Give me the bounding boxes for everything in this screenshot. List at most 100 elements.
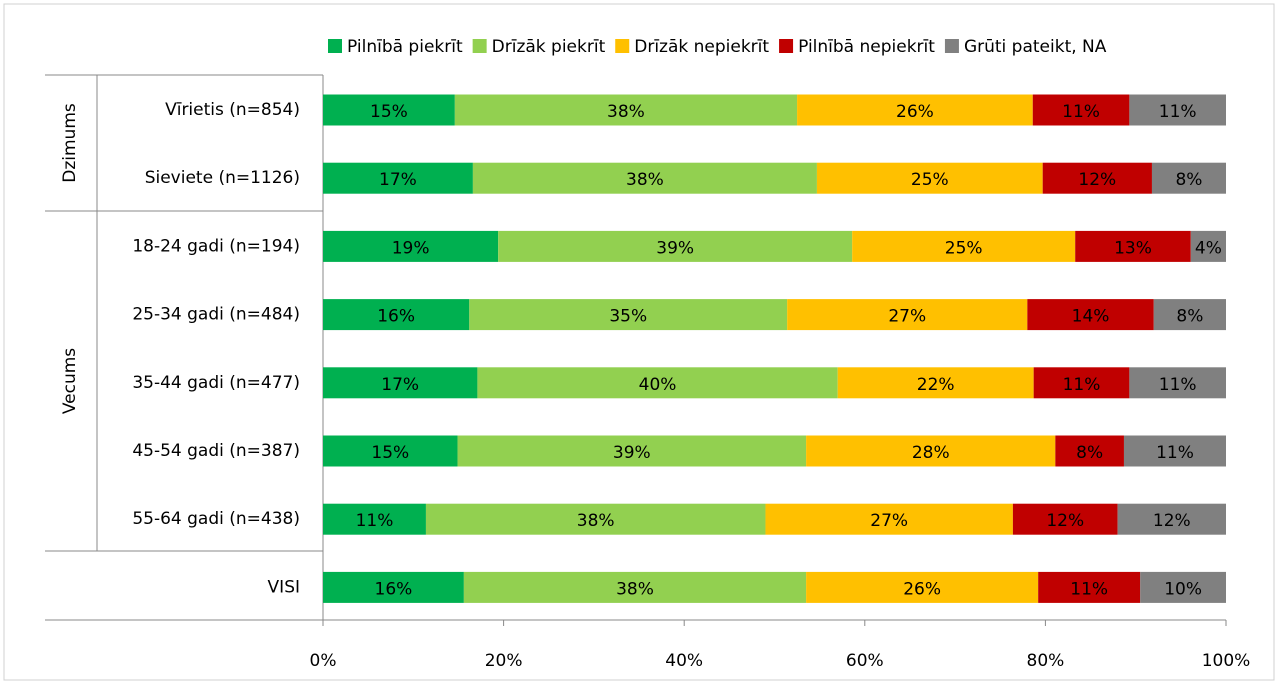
value-label: 39%	[613, 443, 651, 463]
value-label: 8%	[1076, 443, 1103, 463]
bar-segment	[1117, 503, 1226, 535]
bar-segment	[806, 571, 1039, 603]
bar-segment	[323, 503, 426, 535]
value-label: 13%	[1114, 238, 1152, 258]
x-tick-label: 100%	[1202, 651, 1251, 671]
value-label: 38%	[616, 579, 654, 599]
bar-segment	[1190, 230, 1226, 262]
legend-label: Grūti pateikt, NA	[964, 37, 1107, 57]
category-label: Vīrietis (n=854)	[165, 100, 300, 120]
legend-label: Pilnībā nepiekrīt	[798, 37, 935, 57]
bar-segment	[852, 230, 1076, 262]
value-label: 11%	[1159, 102, 1197, 122]
bar-segment	[1129, 367, 1226, 399]
legend-label: Drīzāk piekrīt	[492, 37, 606, 57]
bar-segment	[797, 94, 1033, 126]
value-label: 11%	[1063, 375, 1101, 395]
value-label: 16%	[375, 579, 413, 599]
bar-segment	[477, 367, 838, 399]
bar-segment	[1042, 162, 1152, 194]
legend-swatch	[944, 39, 959, 53]
value-label: 40%	[639, 375, 677, 395]
legend-swatch	[615, 39, 630, 53]
x-tick-label: 20%	[485, 651, 523, 671]
value-label: 4%	[1195, 238, 1222, 258]
category-label: 55-64 gadi (n=438)	[132, 509, 300, 529]
bar-segment	[469, 299, 788, 331]
value-label: 15%	[371, 443, 409, 463]
value-label: 11%	[1070, 579, 1108, 599]
value-label: 17%	[379, 170, 417, 190]
bar-segment	[472, 162, 817, 194]
bar-segment	[816, 162, 1043, 194]
bar-segment	[463, 571, 807, 603]
value-label: 26%	[896, 102, 934, 122]
bar-segment	[425, 503, 766, 535]
x-tick-label: 60%	[846, 651, 884, 671]
category-label: 25-34 gadi (n=484)	[132, 305, 300, 325]
x-tick-label: 0%	[310, 651, 337, 671]
value-label: 27%	[888, 307, 926, 327]
value-label: 38%	[607, 102, 645, 122]
bar-segment	[1151, 162, 1226, 194]
category-label: 45-54 gadi (n=387)	[132, 441, 300, 461]
bar-segment	[323, 299, 470, 331]
group-label: Vecums	[60, 348, 80, 414]
value-label: 11%	[1062, 102, 1100, 122]
value-label: 35%	[609, 307, 647, 327]
value-label: 28%	[912, 443, 950, 463]
bar-segment	[323, 571, 464, 603]
bar-segment	[1032, 94, 1130, 126]
legend-label: Drīzāk nepiekrīt	[634, 37, 769, 57]
value-label: 15%	[370, 102, 408, 122]
value-label: 26%	[903, 579, 941, 599]
group-label: Dzimums	[60, 103, 80, 183]
value-label: 17%	[381, 375, 419, 395]
bar-segment	[323, 162, 473, 194]
value-label: 25%	[911, 170, 949, 190]
category-label: 18-24 gadi (n=194)	[132, 236, 300, 256]
bar-segment	[1027, 299, 1154, 331]
legend-label: Pilnībā piekrīt	[347, 37, 463, 57]
bar-segment	[1129, 94, 1226, 126]
value-label: 12%	[1078, 170, 1116, 190]
bar-segment	[787, 299, 1028, 331]
value-label: 10%	[1164, 579, 1202, 599]
value-label: 25%	[945, 238, 983, 258]
value-label: 12%	[1046, 511, 1084, 531]
bar-segment	[1075, 230, 1191, 262]
value-label: 19%	[392, 238, 430, 258]
value-label: 16%	[377, 307, 415, 327]
bar-segment	[498, 230, 853, 262]
value-label: 38%	[626, 170, 664, 190]
legend-swatch	[779, 39, 794, 53]
bar-segment	[454, 94, 798, 126]
bar-segment	[1140, 571, 1226, 603]
value-label: 8%	[1176, 307, 1203, 327]
legend-swatch	[328, 39, 342, 53]
value-label: 11%	[1159, 375, 1197, 395]
x-tick-label: 80%	[1027, 651, 1065, 671]
value-label: 38%	[577, 511, 615, 531]
category-label: Sieviete (n=1126)	[145, 168, 300, 188]
bar-segment	[1153, 299, 1226, 331]
bar-segment	[765, 503, 1013, 535]
bar-segment	[837, 367, 1034, 399]
bar-segment	[323, 367, 478, 399]
bar-segment	[323, 230, 499, 262]
value-label: 39%	[656, 238, 694, 258]
legend-swatch	[472, 39, 487, 53]
value-label: 22%	[917, 375, 955, 395]
category-label: VISI	[268, 577, 300, 597]
value-label: 14%	[1072, 307, 1110, 327]
bar-segment	[1055, 435, 1124, 467]
value-label: 8%	[1175, 170, 1202, 190]
value-label: 12%	[1153, 511, 1191, 531]
bar-segment	[1012, 503, 1118, 535]
category-label: 35-44 gadi (n=477)	[132, 373, 300, 393]
x-tick-label: 40%	[665, 651, 703, 671]
bar-segment	[806, 435, 1056, 467]
value-label: 11%	[356, 511, 394, 531]
bar-segment	[1123, 435, 1226, 467]
